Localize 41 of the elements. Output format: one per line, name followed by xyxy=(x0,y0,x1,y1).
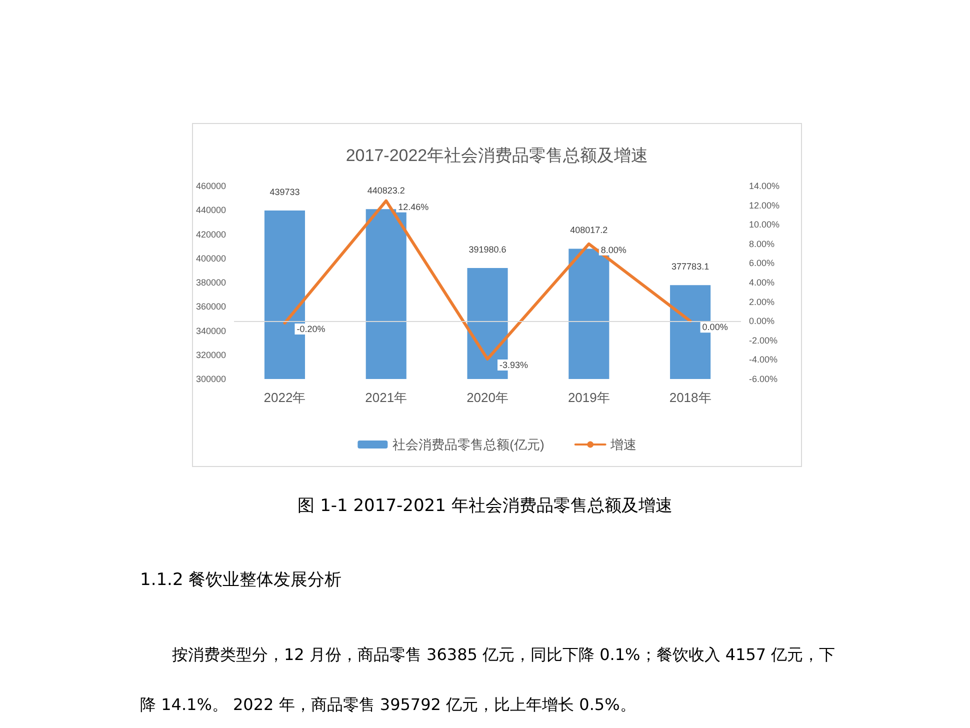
y-tick-label: 400000 xyxy=(196,253,226,264)
y2-tick-label: 2.00% xyxy=(749,296,775,307)
y2-tick-label: 8.00% xyxy=(749,238,775,249)
x-tick-label: 2020年 xyxy=(466,390,508,405)
data-label: 439733 xyxy=(270,186,300,197)
x-tick-label: 2018年 xyxy=(669,390,712,405)
y2-tick-label: 4.00% xyxy=(749,278,775,288)
y2-tick-label: -6.00% xyxy=(749,374,778,384)
y2-tick-label: 14.00% xyxy=(749,181,780,191)
x-tick-label: 2019年 xyxy=(568,390,610,405)
y2-tick-label: 6.00% xyxy=(749,258,775,268)
y-tick-label: 360000 xyxy=(196,302,226,312)
data-label: 12.46% xyxy=(398,202,429,212)
y-tick-label: 420000 xyxy=(196,229,226,240)
data-label: -3.93% xyxy=(500,360,528,370)
text: 1.1.2 餐饮业整体发展分析 xyxy=(140,569,342,591)
chart-title: 2017-2022年社会消费品零售总额及增速 xyxy=(346,146,648,165)
y2-tick-label: -4.00% xyxy=(749,354,778,365)
y2-tick-label: 0.00% xyxy=(749,316,775,326)
y2-tick-label: 12.00% xyxy=(749,200,780,210)
y-tick-label: 380000 xyxy=(196,278,226,288)
caption: 图 1-1 2017-2021 年社会消费品零售总额及增速 xyxy=(296,495,674,517)
legend-label: 社会消费品零售总额(亿元) xyxy=(392,437,544,452)
y2-tick-label: 10.00% xyxy=(749,220,780,230)
y-tick-label: 300000 xyxy=(196,374,226,384)
data-label: 408017.2 xyxy=(570,225,608,236)
y-tick-label: 440000 xyxy=(196,205,226,216)
text: 按消费类型分，12 月份，商品零售 36385 亿元，同比下降 0.1%；餐饮收入 4157 亿元，下降 14.1%。 2022 年，商品零售 395792 亿元，比上年增长 0.5%。 xyxy=(140,645,836,714)
x-tick-label: 2021年 xyxy=(365,390,408,405)
legend-label: 增速 xyxy=(609,437,636,452)
data-label: 0.00% xyxy=(702,322,728,332)
y2-tick-label: -2.00% xyxy=(749,335,778,346)
data-label: 377783.1 xyxy=(672,262,710,272)
data-label: 391980.6 xyxy=(468,244,506,255)
data-label: 8.00% xyxy=(600,244,626,255)
y-tick-label: 460000 xyxy=(196,181,226,191)
data-label: -0.20% xyxy=(296,324,326,334)
y-tick-label: 320000 xyxy=(196,350,226,360)
data-label: 440823.2 xyxy=(367,186,405,196)
x-tick-label: 2022年 xyxy=(264,390,306,405)
y-tick-label: 340000 xyxy=(196,326,226,336)
